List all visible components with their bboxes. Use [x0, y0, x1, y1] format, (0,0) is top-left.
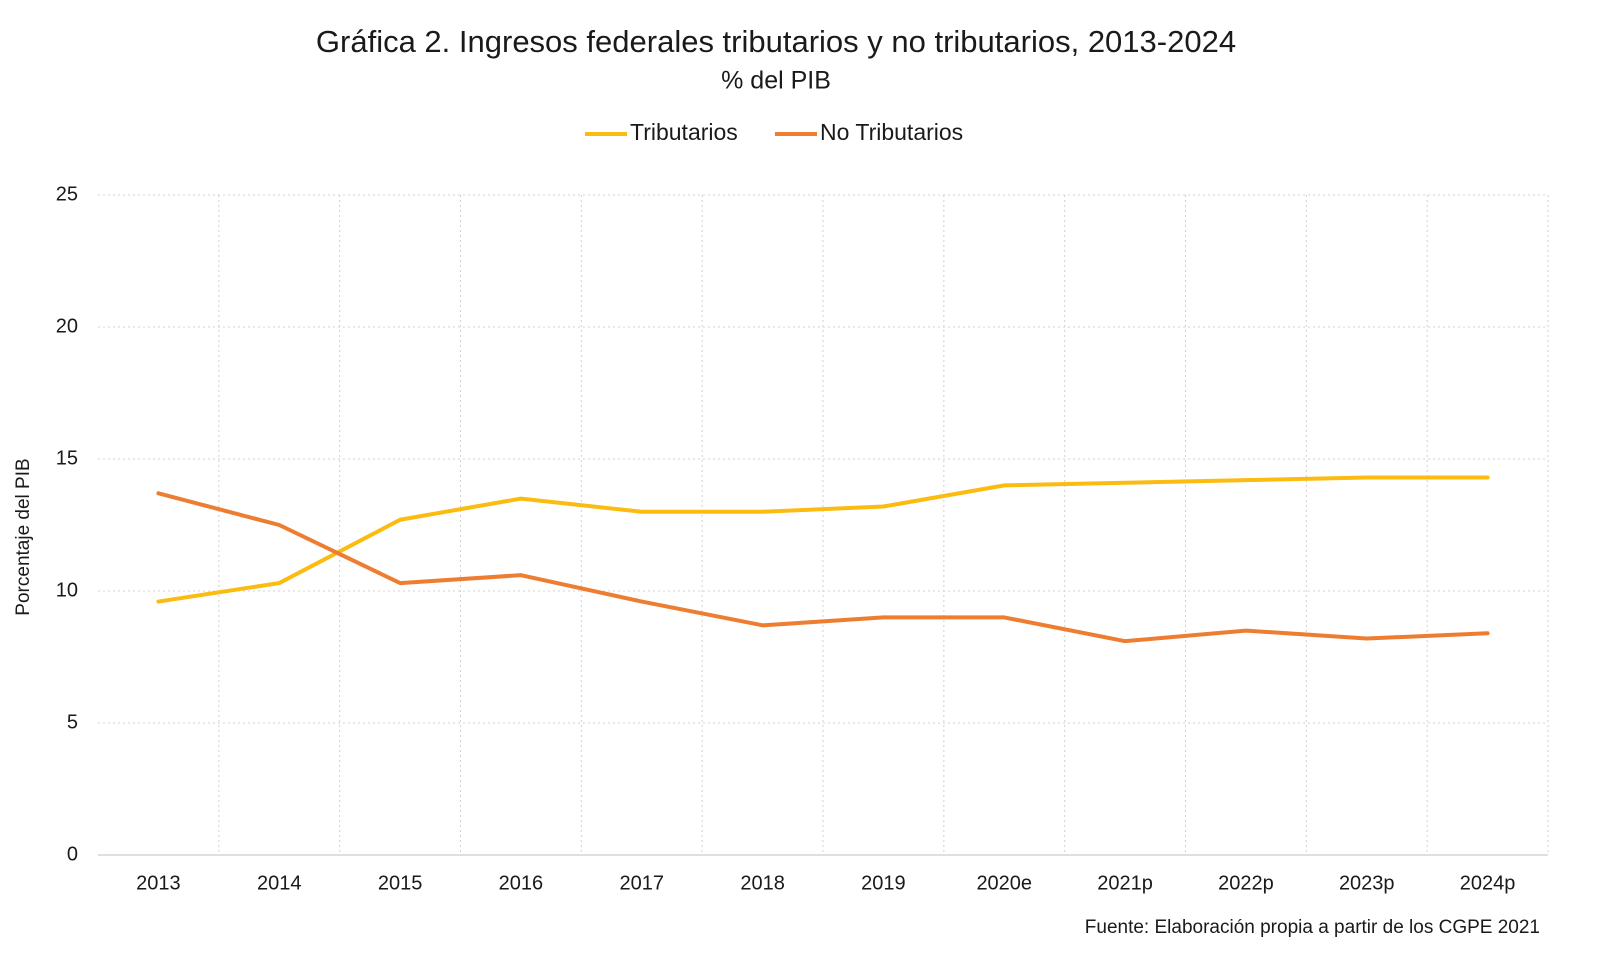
chart-title: Gráfica 2. Ingresos federales tributario…	[316, 24, 1236, 59]
x-tick-label: 2020e	[976, 872, 1032, 894]
y-axis-label: Porcentaje del PIB	[13, 458, 34, 615]
y-tick-label: 15	[56, 447, 78, 469]
series-line	[156, 475, 1490, 604]
x-tick-label: 2018	[740, 872, 785, 894]
x-tick-label: 2017	[620, 872, 665, 894]
x-tick-label: 2014	[257, 872, 302, 894]
x-tick-label: 2015	[378, 872, 423, 894]
y-tick-label: 0	[67, 843, 78, 865]
x-tick-label: 2023p	[1339, 872, 1395, 894]
x-tick-label: 2013	[136, 872, 181, 894]
source-note: Fuente: Elaboración propia a partir de l…	[1085, 917, 1540, 938]
y-tick-label: 5	[67, 711, 78, 733]
y-tick-label: 25	[56, 183, 78, 205]
chart-subtitle: % del PIB	[721, 67, 831, 95]
series-line	[156, 491, 1490, 644]
x-tick-label: 2016	[499, 872, 544, 894]
legend-label: Tributarios	[630, 119, 738, 145]
x-tick-label: 2019	[861, 872, 906, 894]
y-tick-label: 10	[56, 579, 78, 601]
x-tick-label: 2021p	[1097, 872, 1153, 894]
x-tick-label: 2022p	[1218, 872, 1274, 894]
y-tick-label: 20	[56, 315, 78, 337]
legend-label: No Tributarios	[820, 119, 963, 145]
x-tick-label: 2024p	[1460, 872, 1516, 894]
